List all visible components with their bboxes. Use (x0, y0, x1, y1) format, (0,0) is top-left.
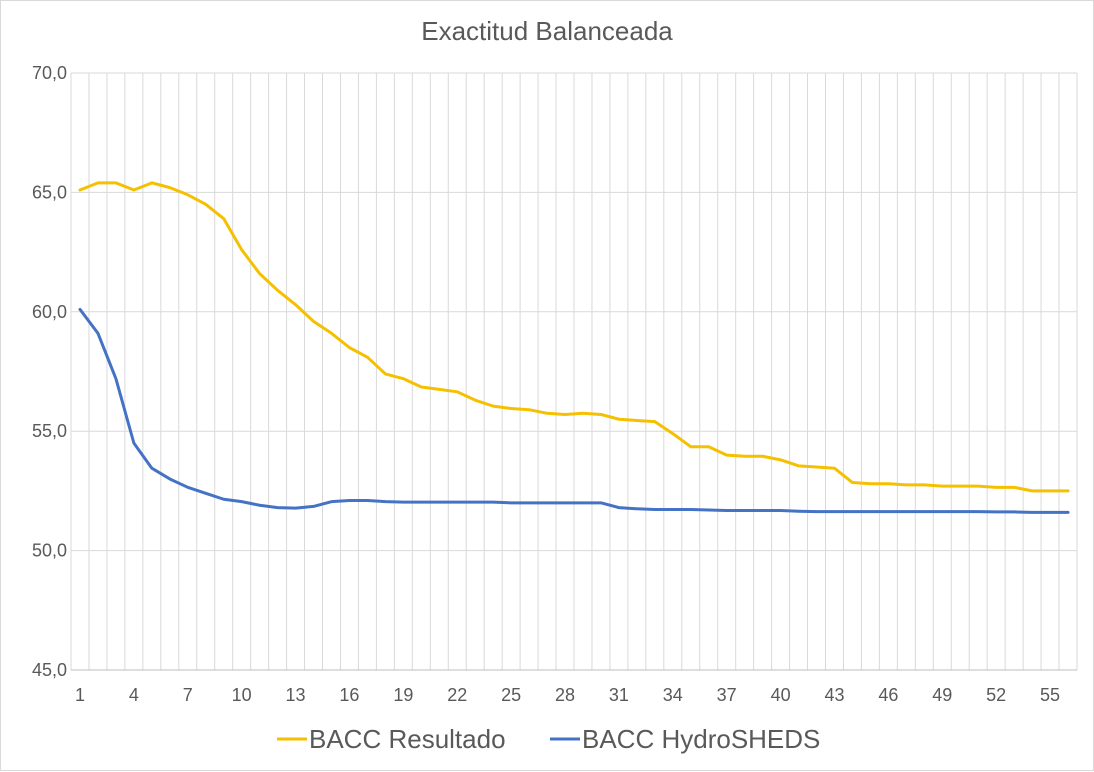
x-tick-label: 31 (609, 685, 629, 705)
y-axis-ticks: 45,0 50,0 55,0 60,0 65,0 70,0 (32, 63, 67, 680)
x-tick-label: 1 (75, 685, 85, 705)
x-tick-label: 7 (183, 685, 193, 705)
x-tick-label: 28 (555, 685, 575, 705)
x-tick-label: 16 (339, 685, 359, 705)
y-tick-label: 45,0 (32, 660, 67, 680)
x-tick-label: 22 (447, 685, 467, 705)
x-tick-label: 34 (663, 685, 683, 705)
y-tick-label: 55,0 (32, 421, 67, 441)
series-layer (78, 181, 1070, 514)
x-axis-ticks: 1 4 7 10 13 16 19 22 25 28 31 34 37 40 43 46 49 52 55 (75, 685, 1060, 705)
y-tick-label: 70,0 (32, 63, 67, 83)
x-tick-label: 52 (986, 685, 1006, 705)
x-tick-label: 55 (1040, 685, 1060, 705)
x-tick-label: 10 (232, 685, 252, 705)
x-tick-label: 37 (717, 685, 737, 705)
x-tick-label: 13 (286, 685, 306, 705)
x-tick-label: 25 (501, 685, 521, 705)
x-tick-label: 43 (824, 685, 844, 705)
y-tick-label: 65,0 (32, 182, 67, 202)
x-tick-label: 40 (771, 685, 791, 705)
y-tick-label: 50,0 (32, 541, 67, 561)
x-tick-label: 19 (393, 685, 413, 705)
x-tick-label: 46 (878, 685, 898, 705)
series-line-resultado (78, 181, 1070, 493)
grid-layer (70, 72, 1078, 671)
series-line-hydrosheds (78, 307, 1070, 514)
legend-label-hydrosheds: BACC HydroSHEDS (582, 724, 820, 754)
chart-title: Exactitud Balanceada (421, 16, 673, 46)
legend-label-resultado: BACC Resultado (309, 724, 506, 754)
x-tick-label: 4 (129, 685, 139, 705)
x-tick-label: 49 (932, 685, 952, 705)
y-tick-label: 60,0 (32, 302, 67, 322)
legend: BACC Resultado BACC HydroSHEDS (277, 724, 820, 754)
